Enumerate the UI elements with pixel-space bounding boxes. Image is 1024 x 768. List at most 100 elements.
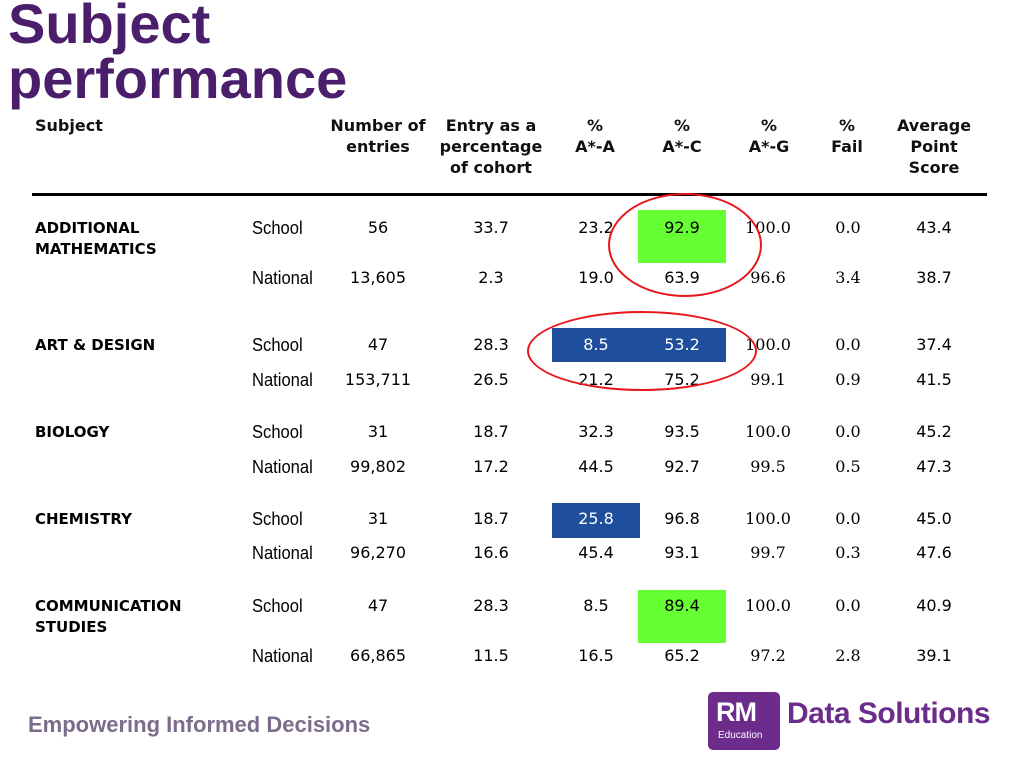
subject-name-additional-mathematics: ADDITIONAL MATHEMATICS <box>35 218 157 260</box>
cell-aa: 16.5 <box>578 646 614 665</box>
cell-ac: 65.2 <box>664 646 700 665</box>
cell-ac: 89.4 <box>664 596 700 615</box>
row-level-label: National <box>252 370 313 390</box>
subject-name-biology: BIOLOGY <box>35 422 109 443</box>
cell-entries: 47 <box>367 596 389 615</box>
cell-ac: 96.8 <box>664 509 700 528</box>
header-pct-astar-g-line1: % <box>760 116 778 135</box>
cell-ag: 100.0 <box>745 596 791 615</box>
header-avg-line2: Point <box>910 137 958 156</box>
cell-ag: 99.1 <box>750 370 786 389</box>
cell-aa: 23.2 <box>578 218 614 237</box>
cell-ag: 100.0 <box>745 422 791 441</box>
header-pct-astar-c-line2: A*-C <box>662 137 702 156</box>
cell-aa: 25.8 <box>578 509 614 528</box>
cell-entries: 96,270 <box>350 543 406 562</box>
cell-fail: 0.0 <box>835 335 861 354</box>
cell-entry-pct: 16.6 <box>473 543 509 562</box>
cell-aps: 38.7 <box>916 268 952 287</box>
cell-entries: 13,605 <box>350 268 406 287</box>
header-pct-astar-c-line1: % <box>673 116 691 135</box>
cell-aps: 37.4 <box>916 335 952 354</box>
cell-entries: 66,865 <box>350 646 406 665</box>
header-entries-line1: Number of <box>330 116 426 135</box>
header-avg-line3: Score <box>908 158 960 177</box>
cell-aps: 39.1 <box>916 646 952 665</box>
cell-entry-pct: 33.7 <box>473 218 509 237</box>
cell-ac: 93.1 <box>664 543 700 562</box>
cell-fail: 0.3 <box>835 543 861 562</box>
cell-fail: 0.0 <box>835 509 861 528</box>
header-pct-fail-line1: % <box>838 116 856 135</box>
header-pct-fail: % Fail <box>817 115 877 157</box>
cell-entry-pct: 26.5 <box>473 370 509 389</box>
subject-name-line: CHEMISTRY <box>35 510 132 528</box>
cell-entries: 47 <box>367 335 389 354</box>
page-title-line2: performance <box>8 47 348 110</box>
cell-entry-pct: 11.5 <box>473 646 509 665</box>
rm-education-logo: RM Education <box>708 692 780 750</box>
header-entry-pct-line3: of cohort <box>450 158 532 177</box>
cell-aa: 32.3 <box>578 422 614 441</box>
cell-aa: 45.4 <box>578 543 614 562</box>
highlight-blue-chem-astar-a <box>552 503 640 538</box>
cell-entry-pct: 28.3 <box>473 596 509 615</box>
subject-name-communication-studies: COMMUNICATION STUDIES <box>35 596 182 638</box>
subject-name-line: BIOLOGY <box>35 423 110 441</box>
row-level-label: School <box>252 509 303 529</box>
cell-entry-pct: 2.3 <box>478 268 504 287</box>
cell-aa: 8.5 <box>583 596 609 615</box>
cell-aps: 47.6 <box>916 543 952 562</box>
cell-ac: 93.5 <box>664 422 700 441</box>
header-pct-astar-g: % A*-G <box>734 115 804 157</box>
cell-ag: 96.6 <box>750 268 786 287</box>
logo-rm-mark: RM <box>716 697 757 727</box>
header-entry-percentage: Entry as a percentage of cohort <box>436 115 546 178</box>
header-entry-pct-line1: Entry as a <box>445 116 537 135</box>
header-entries-line2: entries <box>346 137 410 156</box>
subject-name-line: MATHEMATICS <box>35 240 157 258</box>
header-divider <box>32 193 987 196</box>
cell-ag: 99.7 <box>750 543 786 562</box>
header-avg-line1: Average <box>896 116 972 135</box>
subject-name-line: ADDITIONAL <box>35 219 140 237</box>
subject-name-chemistry: CHEMISTRY <box>35 509 132 530</box>
cell-entry-pct: 18.7 <box>473 422 509 441</box>
cell-aps: 40.9 <box>916 596 952 615</box>
subject-name-line: COMMUNICATION <box>35 597 182 615</box>
cell-fail: 3.4 <box>835 268 861 287</box>
header-pct-astar-a-line1: % <box>586 116 604 135</box>
row-level-label: School <box>252 218 303 238</box>
header-average-point-score: Average Point Score <box>889 115 979 178</box>
cell-entries: 31 <box>367 509 389 528</box>
header-entries: Number of entries <box>328 115 428 157</box>
page-title-line1: Subject <box>8 0 211 55</box>
logo-data-solutions-text: Data Solutions <box>787 697 991 730</box>
cell-ag: 97.2 <box>750 646 786 665</box>
cell-fail: 0.0 <box>835 422 861 441</box>
cell-entry-pct: 17.2 <box>473 457 509 476</box>
row-level-label: School <box>252 335 303 355</box>
row-level-label: National <box>252 268 313 288</box>
cell-entries: 31 <box>367 422 389 441</box>
cell-ag: 99.5 <box>750 457 786 476</box>
cell-fail: 0.5 <box>835 457 861 476</box>
cell-fail: 0.9 <box>835 370 861 389</box>
page-title: Subject performance <box>8 0 348 110</box>
cell-ac: 92.7 <box>664 457 700 476</box>
cell-fail: 0.0 <box>835 218 861 237</box>
cell-entry-pct: 28.3 <box>473 335 509 354</box>
cell-entries: 99,802 <box>350 457 406 476</box>
row-level-label: National <box>252 543 313 563</box>
header-entry-pct-line2: percentage <box>439 137 543 156</box>
row-level-label: National <box>252 457 313 477</box>
header-pct-astar-a: % A*-A <box>560 115 630 157</box>
row-level-label: School <box>252 422 303 442</box>
subject-name-art-design: ART & DESIGN <box>35 335 155 356</box>
logo-education-text: Education <box>718 730 763 741</box>
row-level-label: National <box>252 646 313 666</box>
cell-aps: 45.2 <box>916 422 952 441</box>
cell-aps: 45.0 <box>916 509 952 528</box>
row-level-label: School <box>252 596 303 616</box>
cell-aa: 44.5 <box>578 457 614 476</box>
